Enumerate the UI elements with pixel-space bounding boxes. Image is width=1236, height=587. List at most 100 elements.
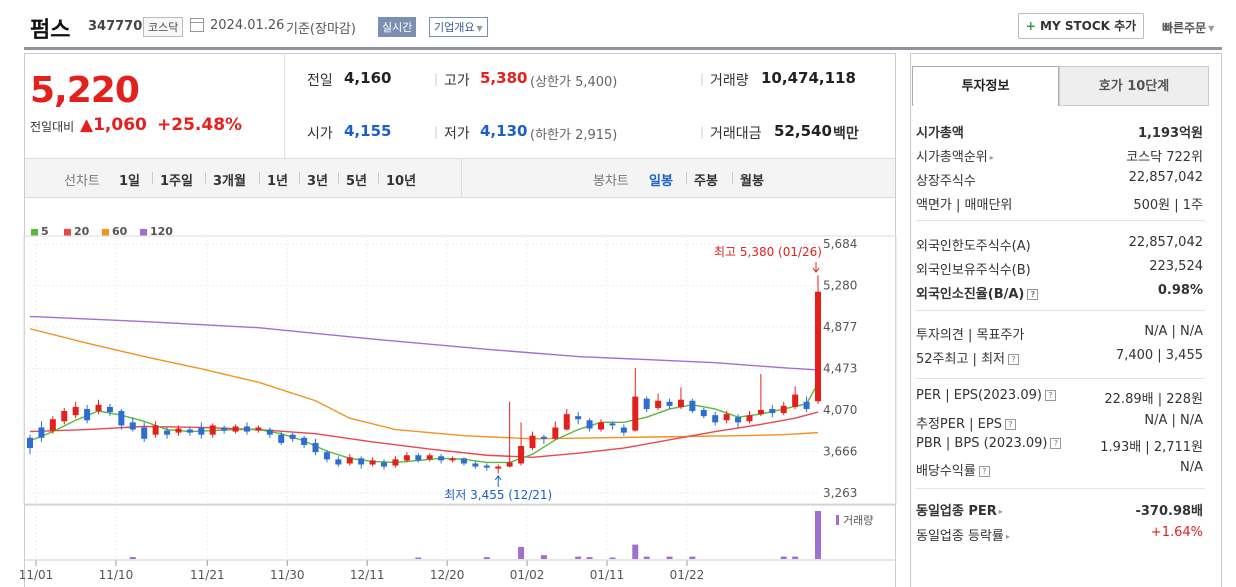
candle-body bbox=[335, 459, 342, 465]
tab-order-book[interactable]: 호가 10단계 bbox=[1059, 66, 1209, 106]
divider bbox=[205, 172, 206, 184]
up-arrow-icon bbox=[494, 475, 502, 487]
divider bbox=[461, 159, 462, 197]
invest-value: 22,857,042 bbox=[1128, 235, 1203, 250]
quick-order-button[interactable]: 빠른주문 ▼ bbox=[1162, 19, 1214, 36]
x-tick-label: 12/20 bbox=[430, 568, 465, 582]
line-chart-label: 선차트 bbox=[64, 174, 100, 189]
market-badge: 코스닥 bbox=[143, 17, 184, 37]
down-arrow-icon bbox=[812, 262, 820, 273]
lower-limit: (하한가 2,915) bbox=[530, 128, 618, 143]
company-overview-button[interactable]: 기업개요 ▼ bbox=[429, 17, 488, 37]
invest-key: 상장주식수 bbox=[916, 174, 976, 189]
candle-body bbox=[84, 408, 91, 421]
candle-body bbox=[381, 462, 388, 467]
candle-body bbox=[152, 425, 159, 435]
legend-swatch bbox=[102, 228, 109, 236]
candle-body bbox=[655, 400, 662, 408]
realtime-button[interactable]: 실시간 bbox=[378, 17, 417, 37]
volume-bar bbox=[632, 544, 639, 559]
divider bbox=[284, 53, 285, 158]
candle-body bbox=[346, 457, 353, 464]
current-price: 5,220 bbox=[30, 70, 140, 111]
period-button-5[interactable]: 5년 bbox=[346, 174, 368, 189]
divider: | bbox=[434, 125, 439, 139]
candle-body bbox=[323, 452, 330, 460]
help-icon[interactable]: ? bbox=[1008, 354, 1019, 365]
help-icon[interactable]: ? bbox=[1004, 419, 1016, 430]
invest-value: 7,400 | 3,455 bbox=[1115, 348, 1203, 363]
calendar-icon bbox=[190, 18, 204, 32]
volume-value: 10,474,118 bbox=[761, 69, 856, 87]
candle-body bbox=[175, 428, 182, 433]
candle-body bbox=[529, 435, 536, 449]
period-button-1[interactable]: 1주일 bbox=[160, 174, 193, 189]
help-icon[interactable]: ? bbox=[1050, 438, 1062, 449]
invest-value: N/A bbox=[1180, 460, 1203, 475]
help-icon[interactable]: ? bbox=[1027, 289, 1039, 300]
invest-value: 22,857,042 bbox=[1128, 170, 1203, 185]
chevron-right-icon[interactable]: ▸ bbox=[1005, 532, 1010, 541]
period-button-2[interactable]: 3개월 bbox=[213, 174, 246, 189]
invest-row: PBR | BPS (2023.09)? 1.93배 | 2,711원 bbox=[916, 436, 1203, 455]
help-icon[interactable]: ? bbox=[1044, 390, 1056, 401]
period-button-3[interactable]: 1년 bbox=[267, 174, 289, 189]
divider bbox=[152, 172, 153, 184]
x-tick-label: 11/01 bbox=[19, 568, 54, 582]
candle-body bbox=[415, 455, 422, 461]
candle-body bbox=[723, 414, 730, 421]
y-tick-label: 3,666 bbox=[823, 445, 857, 459]
volume-label: 거래량 bbox=[710, 73, 749, 89]
invest-row: 외국인보유주식수(B) 223,524 bbox=[916, 259, 1203, 278]
volume-bar bbox=[792, 556, 799, 559]
legend-item-ma20: 20 bbox=[64, 225, 89, 238]
candle-body bbox=[483, 465, 490, 468]
candle-body bbox=[803, 401, 810, 409]
candle-period-button-0[interactable]: 일봉 bbox=[649, 174, 673, 189]
legend-label: 120 bbox=[150, 225, 173, 238]
low-label: 저가 bbox=[444, 126, 470, 142]
amount-value: 52,540 bbox=[774, 122, 832, 140]
tab-invest-info[interactable]: 투자정보 bbox=[912, 66, 1059, 106]
invest-value: N/A | N/A bbox=[1144, 413, 1203, 428]
header-divider bbox=[24, 47, 1222, 50]
candle-body bbox=[575, 416, 582, 420]
divider bbox=[916, 488, 1205, 489]
divider: | bbox=[700, 72, 705, 86]
help-icon[interactable]: ? bbox=[978, 466, 990, 477]
candle-body bbox=[506, 462, 513, 467]
candle-body bbox=[460, 458, 467, 464]
high-label: 고가 bbox=[444, 73, 470, 89]
divider bbox=[686, 172, 687, 184]
candle-period-button-2[interactable]: 월봉 bbox=[740, 174, 764, 189]
volume-bar bbox=[780, 556, 787, 559]
volume-bar bbox=[586, 557, 593, 559]
candle-body bbox=[221, 427, 228, 431]
candle-body bbox=[61, 411, 68, 422]
divider bbox=[916, 378, 1205, 379]
candle-body bbox=[598, 422, 605, 430]
divider bbox=[378, 172, 379, 184]
candle-period-button-1[interactable]: 주봉 bbox=[694, 174, 718, 189]
invest-value: 1.93배 | 2,711원 bbox=[1100, 440, 1203, 455]
candle-body bbox=[632, 396, 639, 431]
candle-body bbox=[118, 411, 125, 426]
period-button-6[interactable]: 10년 bbox=[386, 174, 417, 189]
upper-limit: (상한가 5,400) bbox=[530, 75, 618, 90]
volume-bar bbox=[575, 556, 582, 559]
x-tick-label: 11/21 bbox=[190, 568, 225, 582]
candle-body bbox=[495, 466, 502, 469]
volume-bar bbox=[540, 555, 547, 559]
mystock-add-button[interactable]: + MY STOCK 추가 bbox=[1018, 13, 1144, 39]
chevron-right-icon[interactable]: ▸ bbox=[989, 153, 994, 162]
period-button-0[interactable]: 1일 bbox=[119, 174, 141, 189]
up-arrow-icon: ▲ bbox=[80, 115, 94, 135]
price-chart[interactable]: 5,684 5,280 4,877 4,473 4,070 3,666 3,263 11/01… bbox=[0, 0, 900, 587]
candle-body bbox=[689, 400, 696, 412]
period-button-4[interactable]: 3년 bbox=[307, 174, 329, 189]
chevron-right-icon[interactable]: ▸ bbox=[998, 507, 1003, 516]
candle-body bbox=[757, 410, 764, 415]
legend-swatch bbox=[140, 228, 147, 236]
candle-body bbox=[780, 405, 787, 414]
y-tick-label: 4,070 bbox=[823, 403, 857, 417]
